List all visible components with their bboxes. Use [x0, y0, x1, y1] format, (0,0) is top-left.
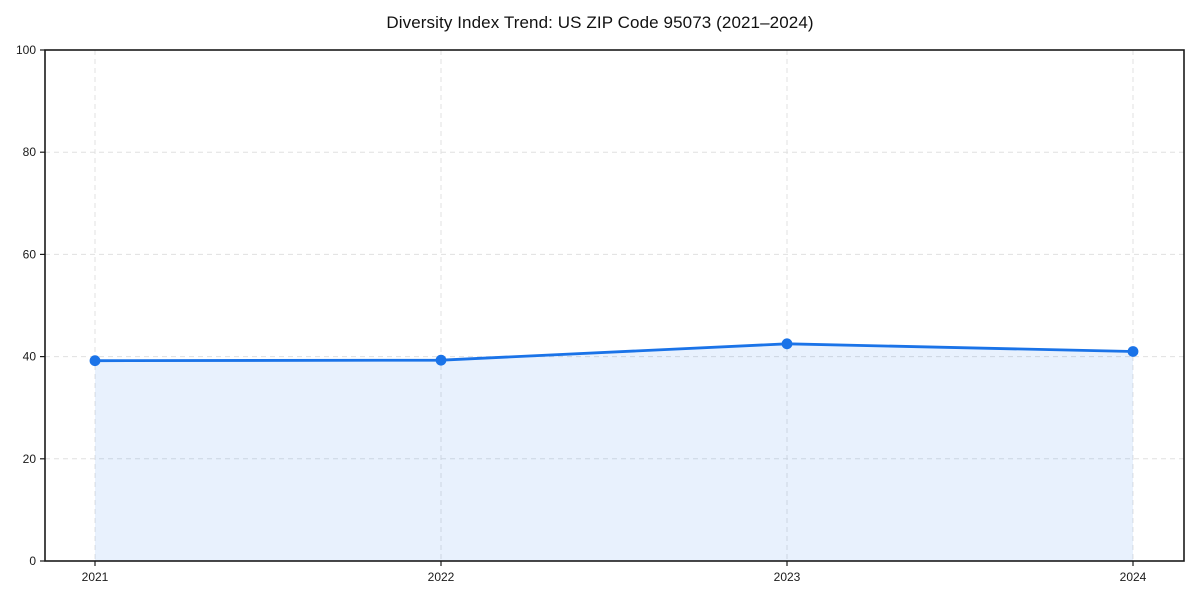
plot-border [44, 49, 1185, 562]
data-point-marker [89, 355, 101, 367]
x-tick-label: 2022 [428, 570, 455, 584]
data-point-marker [781, 338, 793, 350]
y-tick-label: 60 [23, 247, 37, 261]
trend-line [93, 342, 1135, 363]
y-tick-label: 20 [23, 452, 37, 466]
x-tick-label: 2023 [774, 570, 801, 584]
y-tick-label: 80 [23, 145, 37, 159]
y-tick-label: 100 [16, 43, 36, 57]
x-tick-label: 2021 [82, 570, 109, 584]
data-point-marker [1127, 346, 1139, 357]
data-point-marker [435, 354, 447, 366]
chart-title: Diversity Index Trend: US ZIP Code 95073… [386, 13, 814, 32]
area-fill [95, 343, 1133, 561]
y-tick-label: 0 [29, 554, 36, 568]
x-tick-label: 2024 [1120, 570, 1147, 584]
y-tick-label: 40 [23, 350, 37, 364]
